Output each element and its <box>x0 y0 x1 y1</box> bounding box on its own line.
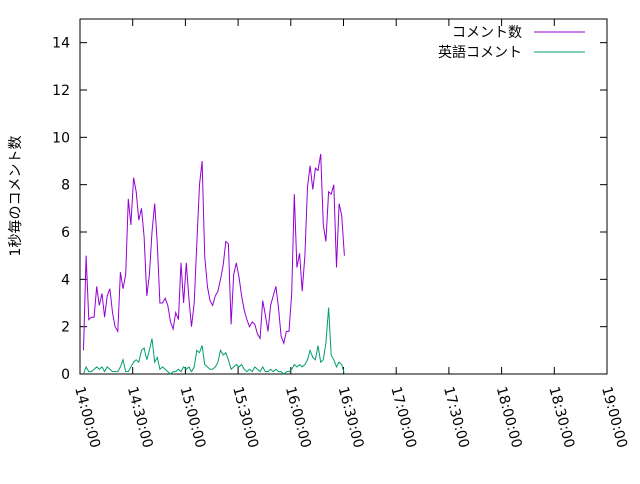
y-axis-label: 1秒毎のコメント数 <box>8 136 24 257</box>
x-tick-label: 17:00:00 <box>387 385 419 450</box>
legend-label-1: 英語コメント <box>438 44 522 61</box>
y-tick-label: 4 <box>61 272 70 288</box>
x-tick-label: 15:30:00 <box>229 385 261 450</box>
x-tick-label: 18:00:00 <box>493 385 525 450</box>
x-tick-label: 16:30:00 <box>335 385 367 450</box>
x-tick-label: 15:00:00 <box>177 385 209 450</box>
plot-frame <box>79 18 608 375</box>
y-tick-label: 6 <box>61 225 70 241</box>
legend: コメント数 英語コメント <box>438 25 585 61</box>
x-tick-label: 16:00:00 <box>282 385 314 450</box>
series-line-1 <box>83 307 345 375</box>
x-tick-label: 17:30:00 <box>440 385 472 450</box>
x-tick-label: 14:30:00 <box>124 385 156 450</box>
x-axis: 14:00:00 14:30:00 15:00:00 15:30:00 16:00:00… <box>71 19 630 450</box>
y-tick-label: 0 <box>61 367 70 383</box>
series-line-0 <box>83 153 345 351</box>
x-tick-label: 19:00:00 <box>598 385 630 450</box>
y-axis: 0 2 4 6 8 10 12 14 <box>52 36 607 383</box>
y-tick-label: 8 <box>61 178 70 194</box>
y-tick-label: 2 <box>61 320 70 336</box>
x-tick-label: 18:30:00 <box>545 385 577 450</box>
y-tick-label: 12 <box>52 83 70 99</box>
x-tick-label: 14:00:00 <box>71 385 103 450</box>
y-tick-label: 14 <box>52 36 70 52</box>
series-layer <box>83 153 345 375</box>
y-tick-label: 10 <box>52 130 70 146</box>
legend-label-0: コメント数 <box>452 25 522 41</box>
